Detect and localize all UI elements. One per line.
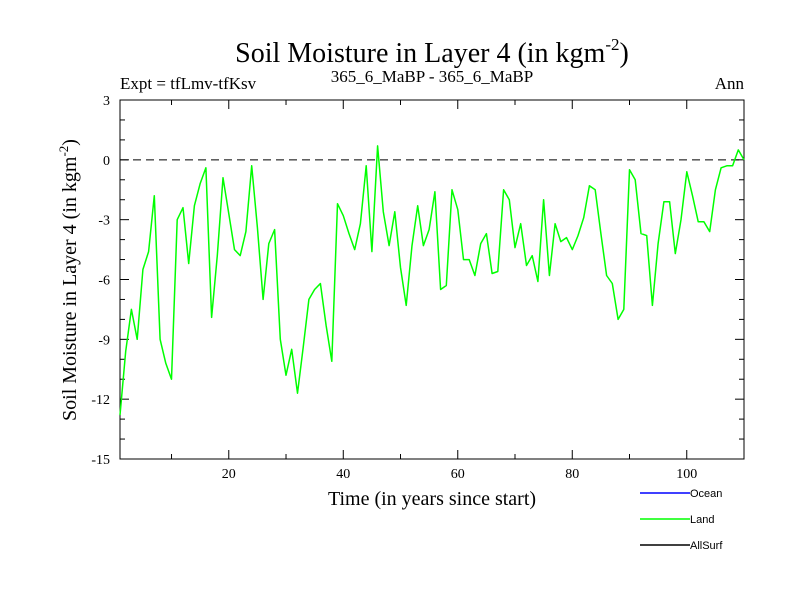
x-tick-label: 60	[451, 467, 465, 482]
legend-label-land: Land	[690, 514, 714, 526]
chart-title-superscript: -2	[605, 35, 619, 54]
y-tick-label: 3	[103, 94, 110, 109]
comparison-label: 365_6_MaBP - 365_6_MaBP	[331, 67, 533, 86]
chart-title: Soil Moisture in Layer 4 (in kgm-2)	[235, 35, 629, 69]
chart-title-close: )	[620, 38, 629, 69]
tick-labels: -15 -12 -9 -6 -3 0 3 20 40 60 80 100	[91, 94, 697, 482]
x-tick-label: 20	[222, 467, 236, 482]
y-axis-label-superscript: -2	[56, 146, 71, 157]
y-tick-label: -9	[98, 333, 110, 348]
x-tick-label: 80	[565, 467, 579, 482]
legend: Ocean Land AllSurf	[640, 488, 723, 552]
x-tick-label: 40	[336, 467, 350, 482]
period-label: Ann	[715, 74, 745, 93]
series-line-land	[119, 145, 745, 416]
experiment-label: Expt = tfLmv-tfKsv	[120, 74, 257, 93]
y-tick-label: -6	[98, 274, 110, 289]
data-series	[119, 145, 745, 416]
y-tick-label: -12	[91, 393, 110, 408]
y-tick-label: -15	[91, 453, 110, 468]
legend-label-ocean: Ocean	[690, 488, 722, 500]
y-axis-label-close: )	[59, 139, 81, 146]
x-tick-label: 100	[676, 467, 697, 482]
y-tick-label: -3	[98, 214, 110, 229]
legend-label-allsurf: AllSurf	[690, 540, 723, 552]
chart-title-text: Soil Moisture in Layer 4 (in kgm	[235, 38, 605, 69]
y-tick-label: 0	[103, 154, 110, 169]
x-axis-label: Time (in years since start)	[328, 488, 536, 510]
y-axis-label-text: Soil Moisture in Layer 4 (in kgm	[59, 156, 81, 421]
axis-ticks	[120, 99, 744, 460]
y-axis-label: Soil Moisture in Layer 4 (in kgm-2)	[56, 139, 81, 421]
